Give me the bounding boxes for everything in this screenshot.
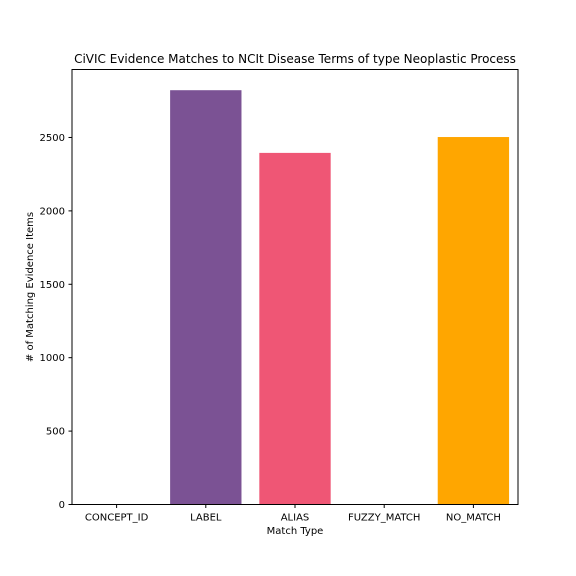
y-tick-label-2000: 2000 (40, 206, 65, 217)
bar-alias (259, 152, 331, 505)
y-axis-label: # of Matching Evidence Items (25, 212, 36, 362)
bars-group (170, 90, 510, 505)
y-axis: 0 500 1000 1500 2000 2500 (40, 133, 72, 511)
y-tick-label-2500: 2500 (40, 133, 65, 144)
x-tick-label-no-match: NO_MATCH (446, 513, 501, 524)
x-tick-label-label: LABEL (190, 513, 222, 524)
y-tick-label-500: 500 (46, 427, 65, 438)
y-tick-label-0: 0 (59, 500, 65, 511)
bar-no-match (437, 137, 510, 505)
x-tick-label-concept-id: CONCEPT_ID (85, 513, 149, 524)
bar-label (170, 90, 242, 505)
chart-title: CiVIC Evidence Matches to NCIt Disease T… (74, 52, 516, 66)
x-tick-label-fuzzy-match: FUZZY_MATCH (348, 513, 420, 524)
y-tick-label-1000: 1000 (40, 353, 65, 364)
x-axis-label: Match Type (267, 526, 324, 537)
x-tick-label-alias: ALIAS (281, 513, 310, 524)
x-axis: CONCEPT_ID LABEL ALIAS FUZZY_MATCH NO_MATCH (85, 504, 501, 524)
y-tick-label-1500: 1500 (40, 280, 65, 291)
